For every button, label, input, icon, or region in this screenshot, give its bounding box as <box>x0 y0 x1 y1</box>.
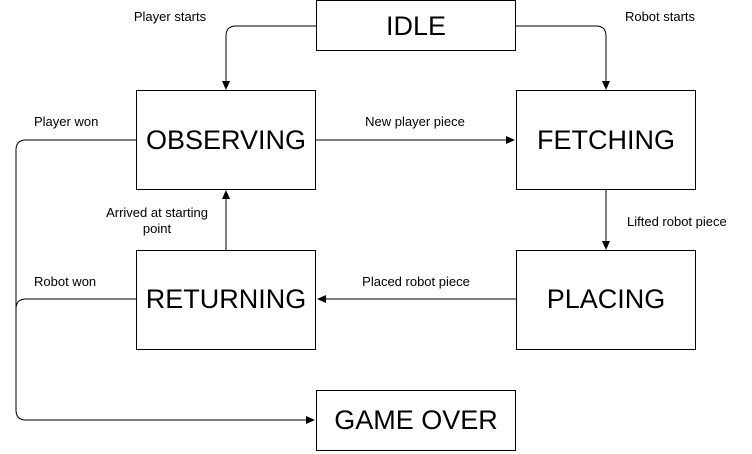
label-placed-robot-piece: Placed robot piece <box>362 274 470 289</box>
arrowhead-observing-top <box>222 81 230 90</box>
edge-returning-to-game-over <box>15 298 136 310</box>
label-robot-won: Robot won <box>34 274 96 289</box>
state-returning-label: RETURNING <box>146 284 307 314</box>
state-idle-box <box>316 0 516 51</box>
state-game-over-box <box>316 390 516 451</box>
state-fetching: FETCHING <box>516 90 696 190</box>
state-observing-box <box>136 90 316 190</box>
arrowhead-fetching-left <box>506 136 515 144</box>
edge-idle-to-observing <box>225 25 316 82</box>
state-placing-box <box>516 250 696 350</box>
label-arrived-line1: Arrived at starting <box>106 205 208 220</box>
state-placing-label: PLACING <box>547 284 666 314</box>
label-robot-starts: Robot starts <box>625 9 696 24</box>
arrowhead-fetching-top <box>602 81 610 90</box>
arrowhead-placing-top <box>602 241 610 250</box>
state-returning: RETURNING <box>136 250 316 350</box>
state-placing: PLACING <box>516 250 696 350</box>
state-fetching-box <box>516 90 696 190</box>
label-new-player-piece: New player piece <box>365 114 465 129</box>
label-player-won: Player won <box>34 114 98 129</box>
state-idle-label: IDLE <box>386 11 446 41</box>
label-arrived-line2: point <box>143 221 172 236</box>
state-returning-box <box>136 250 316 350</box>
state-game-over: GAME OVER <box>316 390 516 451</box>
edge-observing-to-game-over <box>15 139 307 421</box>
arrowhead-returning-right <box>317 295 326 303</box>
state-fetching-label: FETCHING <box>537 125 675 155</box>
arrowhead-game-over-left <box>306 416 315 424</box>
label-lifted-robot-piece: Lifted robot piece <box>627 214 727 229</box>
state-game-over-label: GAME OVER <box>334 405 498 435</box>
edge-idle-to-fetching <box>516 25 607 82</box>
arrowhead-observing-bottom <box>222 190 230 199</box>
label-player-starts: Player starts <box>134 9 207 24</box>
state-observing-label: OBSERVING <box>146 125 306 155</box>
state-observing: OBSERVING <box>136 90 316 190</box>
state-idle: IDLE <box>316 0 516 51</box>
